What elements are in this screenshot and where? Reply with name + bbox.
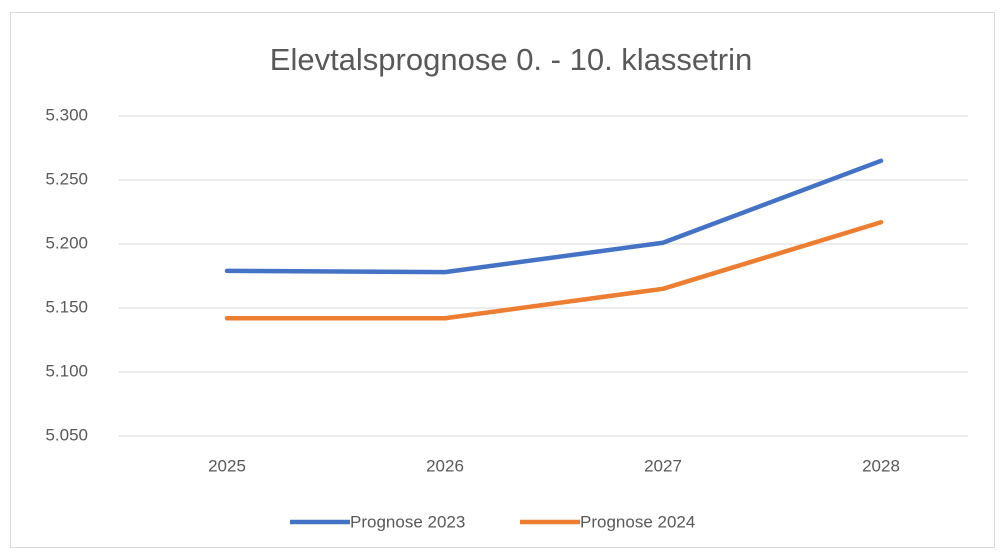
chart-title: Elevtalsprognose 0. - 10. klassetrin (270, 42, 752, 77)
y-tick-label: 5.250 (45, 169, 88, 188)
x-tick-label: 2025 (208, 456, 246, 475)
legend-label: Prognose 2024 (580, 512, 695, 531)
legend-label: Prognose 2023 (350, 512, 465, 531)
y-tick-label: 5.300 (45, 105, 88, 124)
series-line (224, 219, 884, 321)
x-tick-label: 2026 (426, 456, 464, 475)
y-tick-label: 5.200 (45, 233, 88, 252)
chart-border (10, 12, 995, 548)
y-tick-label: 5.100 (45, 361, 88, 380)
y-tick-label: 5.150 (45, 297, 88, 316)
y-tick-label: 5.050 (45, 425, 88, 444)
x-tick-label: 2027 (644, 456, 682, 475)
series-line (224, 158, 884, 275)
x-tick-label: 2028 (862, 456, 900, 475)
